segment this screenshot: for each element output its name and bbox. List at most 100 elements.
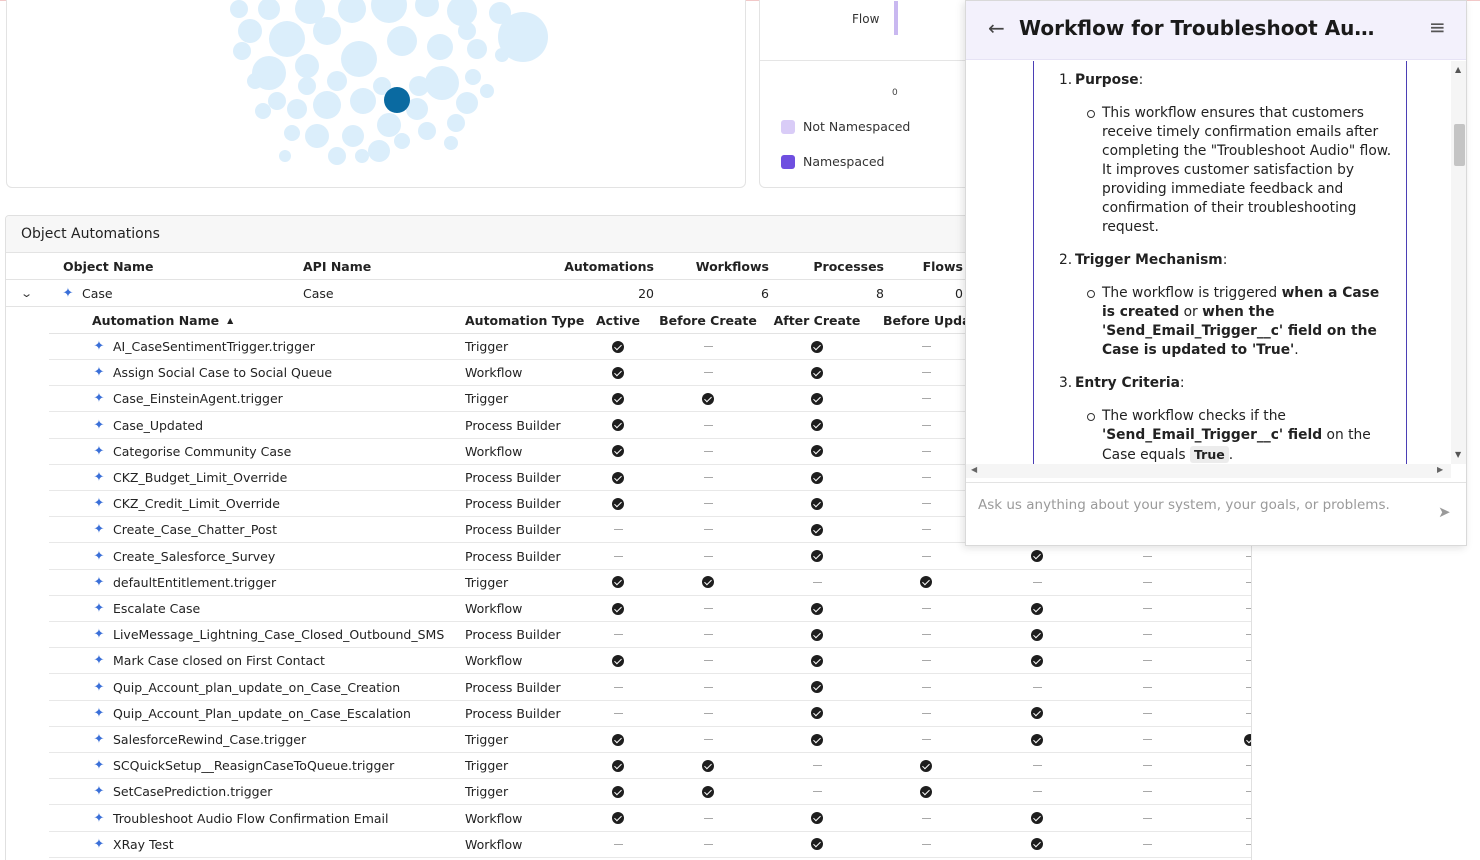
ask-input-box[interactable]: Ask us anything about your system, your … xyxy=(966,482,1466,545)
bubble[interactable] xyxy=(368,140,390,162)
table-row[interactable]: ✦ SetCasePrediction.trigger Trigger xyxy=(49,779,1251,806)
table-row[interactable]: ✦ Quip_Account_Plan_update_on_Case_Escala… xyxy=(49,701,1251,727)
bubble[interactable] xyxy=(377,113,401,137)
automation-name[interactable]: SetCasePrediction.trigger xyxy=(113,784,273,800)
bubble[interactable] xyxy=(394,133,410,149)
scroll-right-icon[interactable]: ▶ xyxy=(1437,465,1444,474)
legend-namespaced[interactable]: Namespaced xyxy=(781,154,884,169)
table-row[interactable]: ✦ Troubleshoot Audio Flow Confirmation Em… xyxy=(49,806,1251,832)
send-icon[interactable]: ➤ xyxy=(1438,503,1451,521)
automation-name-cell[interactable]: ✦ Mark Case closed on First Contact xyxy=(92,648,325,673)
automation-name-cell[interactable]: ✦ Case_EinsteinAgent.trigger xyxy=(92,386,283,411)
table-row[interactable]: ✦ Create_Case_Chatter_Post Process Builder xyxy=(49,517,1251,544)
bubble[interactable] xyxy=(371,0,407,23)
automation-name[interactable]: Escalate Case xyxy=(113,601,201,616)
table-row[interactable]: ✦ Quip_Account_plan_update_on_Case_Creati… xyxy=(49,675,1251,701)
automation-name-cell[interactable]: ✦ Categorise Community Case xyxy=(92,439,292,464)
table-row[interactable]: ✦ CKZ_Credit_Limit_Override Process Builde… xyxy=(49,491,1251,518)
automation-name[interactable]: Create_Salesforce_Survey xyxy=(113,548,276,564)
automation-name-cell[interactable]: ✦ LiveMessage_Lightning_Case_Closed_Outbo… xyxy=(92,622,445,647)
automation-name-cell[interactable]: ✦ Create_Case_Chatter_Post xyxy=(92,517,277,542)
bubble[interactable] xyxy=(342,125,364,147)
scrollbar-thumb[interactable] xyxy=(1454,124,1465,166)
automation-name[interactable]: AI_CaseSentimentTrigger.trigger xyxy=(113,339,315,354)
col-before-update[interactable]: Before Update xyxy=(883,313,985,328)
case-object-name[interactable]: ✦ Case xyxy=(61,280,113,306)
bubble[interactable] xyxy=(298,77,316,95)
bubble[interactable] xyxy=(238,19,262,43)
bubble[interactable] xyxy=(444,136,458,150)
table-row[interactable]: ✦ Case_EinsteinAgent.trigger Trigger xyxy=(49,386,1251,413)
col-automations[interactable]: Automations xyxy=(564,258,654,274)
scroll-left-icon[interactable]: ◀ xyxy=(971,465,978,474)
bubble[interactable] xyxy=(295,54,319,78)
bubble[interactable] xyxy=(418,122,436,140)
highlighted-bubble[interactable] xyxy=(384,87,410,113)
automation-name-cell[interactable]: ✦ SCQuickSetup__ReasignCaseToQueue.trigge… xyxy=(92,753,395,778)
automation-name-cell[interactable]: ✦ Troubleshoot Audio Flow Confirmation Em… xyxy=(92,806,389,831)
bubble[interactable] xyxy=(295,0,325,24)
bubble[interactable] xyxy=(327,71,347,91)
bubble[interactable] xyxy=(373,77,391,95)
automation-name[interactable]: XRay Test xyxy=(113,836,174,852)
col-before-create[interactable]: Before Create xyxy=(659,313,757,328)
bubble[interactable] xyxy=(284,125,300,141)
automation-name-cell[interactable]: ✦ CKZ_Budget_Limit_Override xyxy=(92,465,288,490)
automation-name[interactable]: Case_EinsteinAgent.trigger xyxy=(113,391,283,407)
table-row[interactable]: ✦ Mark Case closed on First Contact Workfl… xyxy=(49,648,1251,675)
automation-name-cell[interactable]: ✦ CKZ_Credit_Limit_Override xyxy=(92,491,280,516)
col-flows[interactable]: Flows xyxy=(922,258,963,274)
scroll-up-icon[interactable]: ▲ xyxy=(1455,65,1462,74)
table-row[interactable]: ✦ SalesforceRewind_Case.trigger Trigger xyxy=(49,727,1251,753)
ask-input-placeholder[interactable]: Ask us anything about your system, your … xyxy=(978,497,1390,513)
table-row[interactable]: ✦ AI_CaseSentimentTrigger.trigger Trigger xyxy=(49,334,1251,360)
flow-bar[interactable] xyxy=(894,1,898,35)
bubble[interactable] xyxy=(350,88,376,114)
bubble[interactable] xyxy=(338,0,366,23)
legend-not-namespaced[interactable]: Not Namespaced xyxy=(781,119,910,134)
bubble[interactable] xyxy=(258,0,280,20)
bubble[interactable] xyxy=(233,42,251,60)
bubble[interactable] xyxy=(415,0,439,17)
bubble[interactable] xyxy=(447,114,465,132)
table-row[interactable]: ✦ CKZ_Budget_Limit_Override Process Builde… xyxy=(49,465,1251,491)
col-automation-name[interactable]: Automation Name ▲ xyxy=(92,307,233,334)
horizontal-scrollbar[interactable]: ◀ ▶ xyxy=(966,464,1451,478)
table-row[interactable]: ✦ SCQuickSetup__ReasignCaseToQueue.trigge… xyxy=(49,753,1251,780)
bubble[interactable] xyxy=(305,124,329,148)
bubble[interactable] xyxy=(458,22,476,40)
menu-icon[interactable]: ≡ xyxy=(1429,15,1446,39)
bubble[interactable] xyxy=(230,0,248,18)
col-processes[interactable]: Processes xyxy=(813,258,884,274)
col-after-create[interactable]: After Create xyxy=(773,313,861,328)
automation-name[interactable]: Mark Case closed on First Contact xyxy=(113,653,325,669)
bubble[interactable] xyxy=(313,91,341,119)
sort-ascending-icon[interactable]: ▲ xyxy=(227,316,234,325)
table-row[interactable]: ✦ XRay Test Workflow xyxy=(49,832,1251,858)
bubble[interactable] xyxy=(387,26,417,56)
automation-name-cell[interactable]: ✦ defaultEntitlement.trigger xyxy=(92,570,277,595)
bubble[interactable] xyxy=(328,147,346,165)
bubble[interactable] xyxy=(313,17,341,45)
automation-name[interactable]: Case_Updated xyxy=(113,417,204,433)
automation-name[interactable]: Categorise Community Case xyxy=(113,443,292,459)
side-panel-scroll-area[interactable]: 1. Purpose: This workflow ensures that c… xyxy=(966,61,1451,464)
automation-name[interactable]: Assign Social Case to Social Queue xyxy=(113,365,333,381)
automation-name-cell[interactable]: ✦ Quip_Account_Plan_update_on_Case_Escala… xyxy=(92,701,411,726)
bubble[interactable] xyxy=(341,41,377,77)
table-row[interactable]: ✦ Case_Updated Process Builder xyxy=(49,413,1251,439)
vertical-scrollbar[interactable]: ▲ ▼ xyxy=(1451,61,1466,464)
col-automation-type[interactable]: Automation Type xyxy=(465,313,585,328)
case-object-row[interactable]: ⌄ ✦ Case Case 20 6 8 0 xyxy=(6,280,1251,307)
automation-name-cell[interactable]: ✦ SalesforceRewind_Case.trigger xyxy=(92,727,307,752)
automation-name[interactable]: SalesforceRewind_Case.trigger xyxy=(113,732,307,747)
automation-name-cell[interactable]: ✦ Escalate Case xyxy=(92,596,201,621)
bubble[interactable] xyxy=(409,76,429,96)
bubble[interactable] xyxy=(495,48,509,62)
automation-name[interactable]: CKZ_Budget_Limit_Override xyxy=(113,470,288,485)
automation-name[interactable]: defaultEntitlement.trigger xyxy=(113,574,277,590)
automation-name-cell[interactable]: ✦ Case_Updated xyxy=(92,413,204,438)
automation-name[interactable]: Troubleshoot Audio Flow Confirmation Ema… xyxy=(113,810,389,826)
automation-name-cell[interactable]: ✦ Quip_Account_plan_update_on_Case_Creati… xyxy=(92,675,401,700)
bubble[interactable] xyxy=(287,99,307,119)
